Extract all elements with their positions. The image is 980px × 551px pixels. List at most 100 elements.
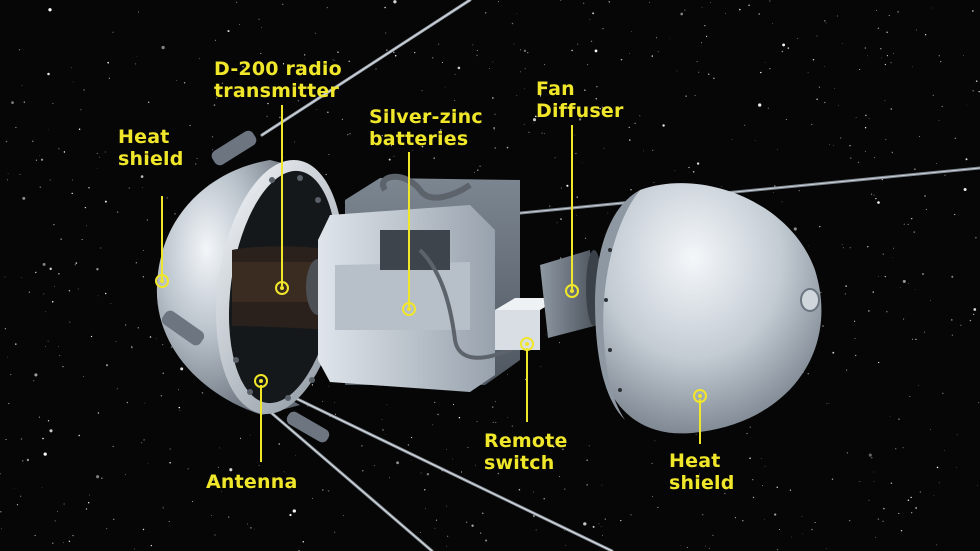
- star: [19, 173, 21, 176]
- star: [565, 544, 567, 546]
- star: [758, 103, 762, 107]
- star: [942, 392, 944, 394]
- star: [393, 155, 395, 157]
- star: [104, 151, 106, 153]
- star: [146, 219, 148, 221]
- star: [485, 539, 488, 542]
- star: [223, 73, 225, 74]
- star: [446, 448, 448, 450]
- star: [849, 145, 851, 147]
- star: [881, 57, 883, 59]
- star: [6, 179, 8, 181]
- star: [754, 139, 756, 141]
- star: [811, 123, 813, 125]
- star: [5, 439, 7, 441]
- star: [454, 73, 456, 75]
- star: [147, 463, 149, 465]
- star: [903, 223, 905, 225]
- star: [479, 165, 481, 167]
- star: [452, 403, 455, 406]
- star: [907, 499, 910, 502]
- star: [527, 52, 529, 54]
- star: [51, 301, 54, 303]
- star: [81, 238, 83, 241]
- star: [516, 13, 518, 15]
- star: [267, 102, 269, 105]
- star: [384, 434, 386, 435]
- star: [328, 154, 330, 155]
- star: [43, 293, 45, 295]
- star: [227, 30, 230, 33]
- star: [446, 535, 449, 537]
- label-heat-shield-right: Heat shield: [669, 450, 735, 494]
- star: [864, 150, 866, 152]
- star: [848, 519, 851, 522]
- star: [493, 127, 495, 129]
- star: [824, 101, 826, 104]
- star: [57, 511, 59, 512]
- star: [773, 192, 774, 193]
- star: [889, 416, 891, 417]
- star: [327, 490, 330, 492]
- star: [235, 1, 238, 4]
- star: [696, 61, 698, 63]
- star: [790, 536, 792, 538]
- star: [855, 354, 857, 357]
- star: [603, 147, 605, 149]
- star: [426, 473, 430, 476]
- star: [846, 369, 848, 371]
- star: [841, 244, 843, 245]
- star: [435, 519, 438, 521]
- star: [467, 447, 469, 448]
- star: [669, 37, 670, 39]
- star: [833, 144, 834, 146]
- star: [873, 157, 875, 158]
- star: [47, 72, 50, 76]
- star: [931, 7, 933, 9]
- star: [559, 342, 560, 344]
- star: [433, 157, 435, 159]
- star: [385, 32, 387, 34]
- star: [18, 49, 21, 51]
- star: [214, 39, 216, 41]
- star: [787, 47, 790, 49]
- star: [213, 104, 216, 106]
- star: [221, 491, 223, 492]
- star: [302, 540, 305, 543]
- star: [523, 88, 525, 90]
- star: [480, 532, 482, 534]
- star: [630, 189, 632, 191]
- star: [121, 158, 123, 160]
- star: [156, 338, 157, 340]
- star: [421, 90, 423, 92]
- star: [628, 126, 630, 128]
- star: [932, 94, 934, 96]
- star: [465, 111, 467, 113]
- star: [78, 434, 80, 437]
- star: [112, 445, 114, 447]
- star: [148, 101, 150, 103]
- star: [545, 334, 547, 336]
- star: [546, 437, 548, 438]
- star: [47, 420, 50, 422]
- star: [10, 374, 12, 376]
- marker-antenna: [254, 374, 268, 388]
- star: [875, 197, 877, 200]
- star: [63, 503, 65, 505]
- star: [701, 42, 702, 44]
- star: [705, 545, 707, 547]
- star: [826, 403, 828, 405]
- star: [140, 175, 144, 178]
- star: [866, 55, 868, 57]
- star: [90, 335, 93, 338]
- star: [292, 509, 296, 513]
- star: [944, 174, 946, 176]
- star: [816, 35, 818, 37]
- star: [176, 79, 178, 81]
- star: [532, 437, 535, 439]
- star: [584, 89, 586, 91]
- star: [592, 525, 595, 528]
- star: [877, 27, 879, 29]
- star: [88, 187, 90, 189]
- star: [629, 139, 631, 141]
